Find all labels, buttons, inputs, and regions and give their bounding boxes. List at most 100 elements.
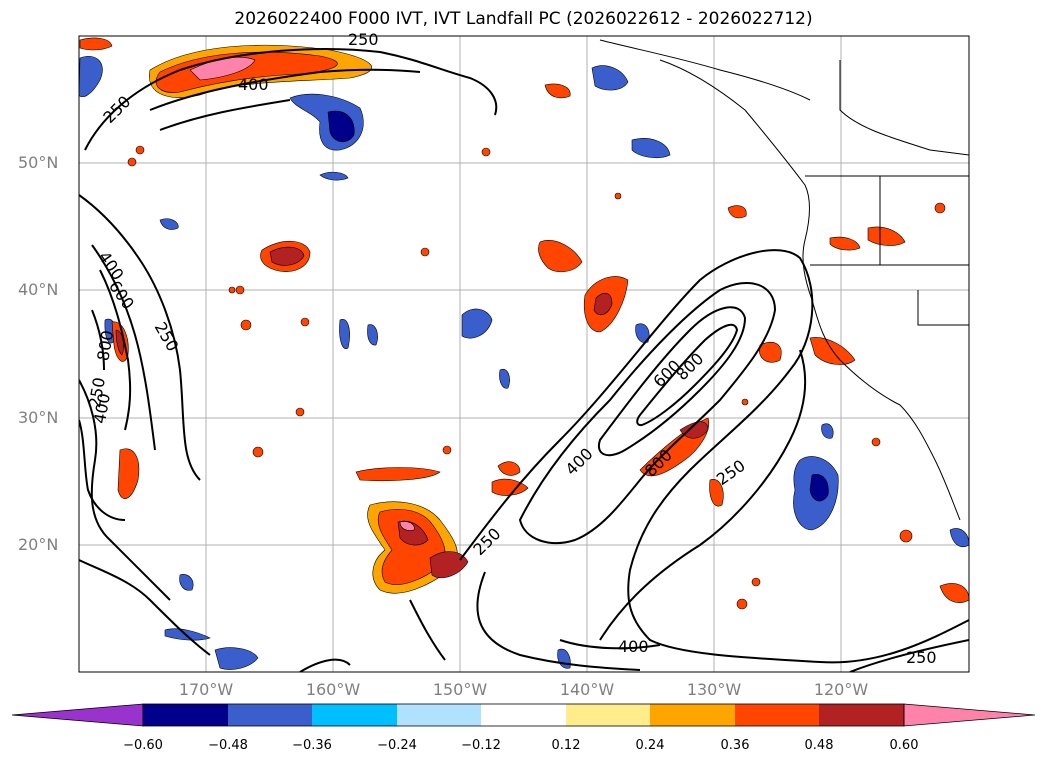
colorbar-segment (735, 704, 819, 726)
pc-blob-negative (367, 324, 378, 346)
lon-label-150w: 150°W (432, 680, 488, 699)
pc-blob-positive (544, 83, 571, 99)
colorbar (11, 703, 1036, 727)
pc-dot (741, 398, 749, 406)
pc-blob-negative (327, 110, 355, 143)
pc-blob-positive (399, 521, 415, 531)
pc-blob-positive (355, 467, 441, 482)
pc-dot (420, 247, 430, 257)
lon-label-120w: 120°W (813, 680, 869, 699)
colorbar-extend-low (11, 703, 144, 727)
colorbar-extend-high (903, 703, 1036, 727)
ivt-contour-400 (518, 281, 777, 545)
pc-dot (751, 577, 761, 587)
pc-dot (300, 317, 310, 327)
pc-blob-negative (179, 574, 194, 591)
ivt-contour-600 (99, 269, 132, 431)
pc-blob-negative (499, 368, 510, 389)
ivt-contour-400 (149, 68, 421, 111)
ivt-contours (79, 48, 969, 672)
pc-blob-negative (339, 319, 350, 349)
ivt-contour-800 (636, 323, 739, 427)
ivt-contour-250 (459, 249, 969, 664)
contour-label: 250 (151, 319, 183, 355)
pc-blob-positive (679, 421, 709, 439)
colorbar-segment (650, 704, 735, 726)
ivt-contour-600 (597, 306, 747, 457)
pc-blob-negative (214, 647, 259, 670)
lat-label-30n: 30°N (18, 408, 59, 427)
pc-blob-negative (319, 171, 349, 181)
pc-dot (235, 285, 245, 295)
contour-label: 800 (93, 329, 117, 362)
lat-label-20n: 20°N (18, 535, 59, 554)
pc-dot (614, 192, 622, 200)
colorbar-tick: −0.36 (292, 738, 332, 753)
colorbar-tick: 0.24 (635, 738, 665, 753)
pc-dot (252, 446, 264, 458)
pc-blob-positive (867, 226, 906, 246)
pc-blob-positive (429, 551, 469, 579)
ivt-contour-400 (91, 244, 156, 451)
pc-blob-positive (117, 448, 140, 499)
colorbar-tick: −0.12 (461, 738, 501, 753)
pc-blob-positive (593, 292, 613, 316)
ivt-contour-400 (559, 639, 661, 650)
colorbar-tick: −0.48 (208, 738, 248, 753)
ivt-contour-250 (409, 599, 446, 661)
pc-dot (228, 286, 236, 294)
colorbar-segment (143, 704, 228, 726)
ivt-contour-250 (849, 639, 969, 672)
pc-blob-positive (269, 246, 305, 266)
pc-blob-negative (949, 528, 969, 548)
border-states (879, 176, 969, 266)
pc-dot (871, 437, 881, 447)
lon-label-160w: 160°W (305, 680, 361, 699)
pc-dot (240, 319, 252, 331)
map-area (79, 36, 969, 672)
pc-blob-positive (377, 509, 446, 585)
colorbar-segment (228, 704, 312, 726)
pc-dot (295, 407, 305, 417)
contour-label: 250 (906, 648, 937, 667)
ivt-contour-250 (476, 571, 641, 671)
lat-label-40n: 40°N (18, 280, 59, 299)
contour-label: 250 (348, 30, 379, 49)
figure-title: 2026022400 F000 IVT, IVT Landfall PC (20… (234, 9, 813, 29)
border-states (839, 60, 969, 156)
border-states (917, 290, 969, 326)
pc-blob-negative (79, 56, 103, 98)
map-frame (78, 35, 970, 673)
colorbar-tick: 0.60 (889, 738, 919, 753)
contour-labels: 250 400 250 400 600 800 250 400 250 400 … (85, 30, 937, 667)
ivt-contour-250 (79, 559, 211, 656)
pc-dot (736, 598, 748, 610)
pc-dot (442, 445, 452, 455)
ivt-contour-250 (79, 379, 171, 601)
contour-label: 400 (95, 248, 128, 284)
lon-label-130w: 130°W (686, 680, 742, 699)
colorbar-segment (312, 704, 397, 726)
pc-blob-positive (727, 205, 747, 219)
contour-label: 600 (105, 277, 138, 313)
colorbar-segment (566, 704, 650, 726)
lon-label-170w: 170°W (178, 680, 234, 699)
pc-blob-positive (497, 461, 521, 476)
pc-blob-positive (829, 236, 861, 251)
pc-blob-negative (461, 308, 493, 339)
pc-blob-positive (709, 479, 724, 507)
ivt-contour-250 (84, 48, 498, 151)
pc-blob-negative (557, 648, 571, 669)
ivt-contour-400 (79, 419, 126, 521)
colorbar-segment (819, 704, 904, 726)
ivt-contour-250 (79, 194, 201, 481)
ivt-contour-400 (599, 349, 807, 641)
pc-blob-negative (635, 323, 650, 343)
pc-blob-negative (591, 65, 629, 91)
coastline-alaska (599, 39, 811, 101)
lon-label-140w: 140°W (559, 680, 615, 699)
ivt-contour-250 (159, 99, 291, 131)
colorbar-segment (397, 704, 481, 726)
pc-dot (481, 147, 491, 157)
